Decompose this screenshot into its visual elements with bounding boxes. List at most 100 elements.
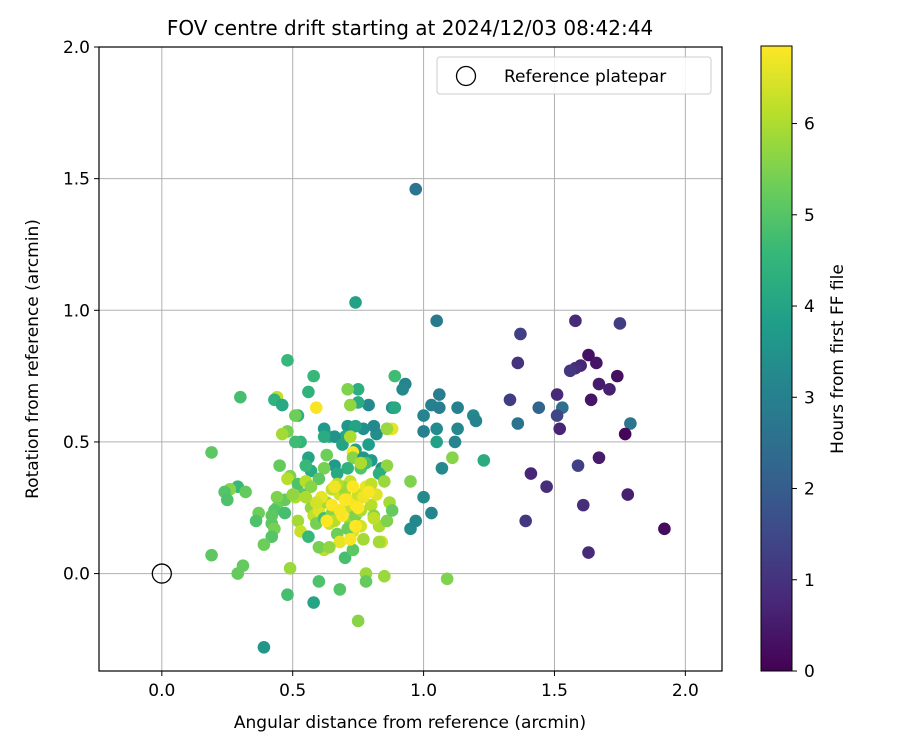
x-tick-label: 0.0: [148, 681, 175, 701]
data-point: [532, 401, 546, 415]
colorbar-label: Hours from first FF file: [828, 264, 848, 454]
data-point: [307, 596, 320, 609]
data-point: [417, 409, 430, 422]
x-tick-label: 2.0: [672, 681, 699, 701]
y-tick-label: 1.0: [63, 301, 90, 321]
data-point: [289, 435, 302, 449]
data-point: [477, 454, 491, 467]
data-point: [362, 485, 375, 499]
data-point: [312, 472, 326, 486]
axis-ticks: 0.0 0.5 1.0 1.5 2.0 0.0 0.5 1.0 1.5 2.0: [63, 38, 699, 701]
data-point: [563, 364, 577, 378]
data-point: [234, 390, 247, 404]
data-point: [349, 419, 362, 433]
data-point: [380, 514, 394, 528]
data-point: [569, 314, 582, 328]
data-point: [289, 409, 302, 422]
data-point: [367, 419, 381, 433]
data-point: [257, 641, 271, 654]
data-point: [349, 296, 362, 309]
colorbar-gradient: [760, 45, 793, 672]
data-point: [432, 388, 446, 401]
colorbar-ticks: 0 1 2 3 4 5 6: [792, 115, 815, 682]
data-point: [417, 490, 430, 504]
data-point: [291, 514, 305, 528]
data-point: [275, 427, 289, 441]
data-point: [257, 538, 271, 551]
data-point: [362, 398, 375, 412]
data-point: [511, 356, 525, 370]
legend-label-reference: Reference platepar: [504, 67, 666, 87]
colorbar-tick-label: 4: [804, 297, 815, 317]
data-point: [275, 398, 289, 412]
data-point: [273, 459, 286, 472]
data-point: [281, 472, 294, 486]
data-point: [425, 506, 438, 520]
data-point: [239, 485, 252, 499]
data-point: [584, 393, 598, 407]
data-point: [618, 427, 632, 441]
data-point: [309, 401, 323, 415]
data-point: [621, 488, 635, 501]
data-point: [346, 543, 360, 557]
data-point: [317, 461, 331, 475]
data-point: [281, 354, 294, 367]
data-point: [312, 575, 326, 588]
data-point: [320, 514, 334, 528]
data-point: [430, 314, 443, 328]
data-point: [357, 533, 370, 546]
colorbar-tick-label: 2: [804, 480, 815, 500]
data-point: [249, 514, 263, 528]
data-point: [592, 377, 606, 391]
data-point: [380, 459, 394, 472]
x-tick-label: 1.5: [541, 681, 568, 701]
data-point: [550, 388, 564, 401]
data-point: [372, 535, 386, 549]
data-point: [364, 498, 378, 512]
data-point: [328, 430, 341, 443]
data-point: [312, 540, 326, 554]
data-point: [343, 430, 357, 443]
data-point: [343, 398, 357, 412]
data-point: [378, 475, 391, 488]
data-point: [349, 519, 362, 533]
data-point: [380, 422, 394, 436]
data-point: [354, 456, 368, 470]
data-point: [388, 401, 402, 415]
data-point: [367, 511, 381, 525]
data-point: [540, 480, 553, 493]
data-point: [341, 382, 354, 396]
data-point: [333, 583, 347, 596]
data-point: [571, 459, 585, 472]
data-point: [320, 448, 334, 462]
data-point: [338, 493, 352, 507]
data-point: [469, 414, 483, 428]
data-point: [396, 382, 409, 396]
data-point: [317, 430, 331, 443]
data-point: [205, 446, 218, 459]
plot-frame: [98, 46, 723, 672]
colorbar: 0 1 2 3 4 5 6 Hours from first FF file: [760, 45, 848, 682]
data-point: [435, 461, 449, 475]
legend: Reference platepar: [436, 56, 712, 95]
data-point: [582, 348, 595, 362]
data-point: [309, 496, 323, 509]
data-point: [511, 417, 525, 430]
data-point: [417, 425, 430, 438]
data-point: [299, 490, 313, 504]
chart-title: FOV centre drift starting at 2024/12/03 …: [167, 16, 653, 40]
data-point: [323, 540, 336, 554]
data-point: [330, 467, 344, 480]
y-axis-label: Rotation from reference (arcmin): [23, 219, 43, 499]
data-point: [524, 467, 538, 480]
data-point: [302, 530, 315, 544]
data-point: [553, 422, 567, 436]
x-axis-label: Angular distance from reference (arcmin): [234, 713, 586, 733]
data-point: [286, 488, 300, 501]
data-point: [283, 562, 297, 575]
data-point: [338, 551, 352, 565]
data-point: [388, 369, 402, 383]
data-point: [514, 327, 527, 341]
data-point: [430, 422, 443, 436]
colorbar-tick-label: 3: [804, 388, 815, 408]
